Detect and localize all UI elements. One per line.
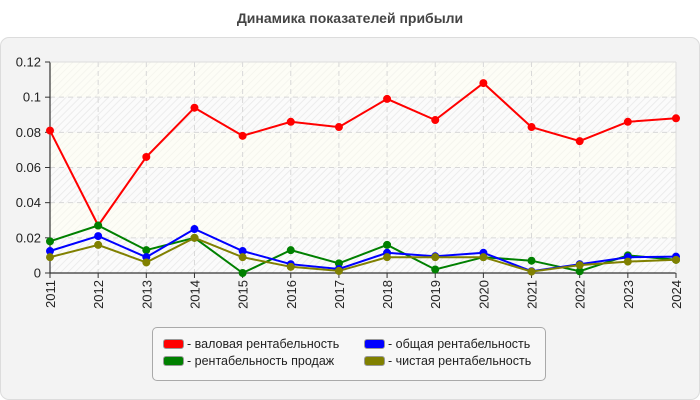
x-tick-label: 2015	[236, 280, 251, 309]
data-point	[94, 221, 103, 230]
legend-item-gross: - валовая рентабельность	[163, 337, 339, 351]
x-tick-label: 2014	[187, 280, 202, 309]
data-point	[94, 232, 103, 241]
y-tick-label: 0.04	[16, 195, 41, 210]
data-point	[46, 126, 54, 135]
data-point	[383, 94, 392, 103]
data-point	[46, 247, 54, 256]
data-point	[286, 246, 295, 255]
y-tick-label: 0	[34, 266, 41, 281]
data-point	[623, 117, 632, 126]
legend: - валовая рентабельность - общая рентабе…	[152, 327, 546, 381]
data-point	[672, 255, 680, 264]
x-tick-label: 2012	[91, 280, 106, 309]
data-point	[238, 131, 247, 140]
data-point	[431, 265, 440, 274]
x-tick-label: 2021	[525, 280, 540, 309]
data-point	[383, 253, 392, 262]
data-point	[238, 247, 247, 256]
data-point	[238, 253, 247, 262]
data-point	[286, 262, 295, 271]
x-tick-label: 2018	[380, 280, 395, 309]
chart-title: Динамика показателей прибыли	[236, 10, 464, 26]
data-point	[190, 233, 199, 242]
data-point	[238, 269, 247, 277]
x-axis-ticks: 2011 2012 2013 2014 2015 2016 2017 2018 2019 2020…	[43, 280, 684, 309]
data-point	[575, 261, 584, 270]
data-point	[479, 253, 488, 262]
series-line	[46, 233, 680, 276]
x-tick-label: 2017	[332, 280, 347, 309]
x-tick-label: 2019	[428, 280, 443, 309]
data-point	[142, 258, 151, 267]
data-point	[672, 114, 680, 123]
y-tick-label: 0.12	[16, 55, 41, 70]
plot-background	[50, 62, 676, 273]
x-tick-label: 2013	[139, 280, 154, 309]
y-tick-label: 0.06	[16, 160, 41, 175]
data-point	[46, 253, 54, 262]
data-point	[383, 240, 392, 249]
data-point	[334, 123, 343, 132]
data-point	[286, 117, 295, 126]
x-tick-label: 2011	[43, 280, 58, 308]
data-point	[334, 266, 343, 275]
data-point	[527, 256, 536, 265]
y-tick-label: 0.1	[23, 90, 41, 105]
data-point	[334, 259, 343, 268]
x-tick-label: 2020	[476, 280, 491, 309]
data-point	[431, 253, 440, 262]
data-point	[575, 267, 584, 276]
y-tick-label: 0.02	[16, 230, 41, 245]
x-tick-label: 2024	[669, 280, 684, 309]
axes	[45, 61, 677, 278]
data-point	[479, 79, 488, 88]
data-point	[94, 240, 103, 249]
legend-item-sales: - рентабельность продаж	[163, 354, 334, 368]
data-point	[431, 116, 440, 125]
data-point	[575, 137, 584, 146]
series-line	[46, 79, 680, 230]
y-axis-ticks: 0 0.02 0.04 0.06 0.08 0.1 0.12	[16, 55, 41, 281]
legend-item-net: - чистая рентабельность	[364, 354, 531, 368]
legend-label: - чистая рентабельность	[388, 354, 532, 368]
legend-label: - рентабельность продаж	[187, 354, 335, 368]
x-tick-label: 2022	[573, 280, 588, 309]
y-tick-label: 0.08	[16, 125, 41, 140]
data-point	[46, 237, 54, 246]
x-tick-label: 2016	[284, 280, 299, 309]
x-tick-label: 2023	[621, 280, 636, 309]
data-series	[46, 79, 680, 277]
data-point	[142, 246, 151, 255]
data-point	[527, 267, 536, 276]
legend-swatch-olive	[364, 356, 385, 366]
legend-label: - общая рентабельность	[388, 337, 531, 351]
data-point	[190, 225, 199, 234]
data-point	[142, 152, 151, 161]
data-point	[623, 257, 632, 266]
legend-swatch-red	[163, 339, 184, 349]
legend-item-total: - общая рентабельность	[364, 337, 530, 351]
data-point	[527, 123, 536, 132]
legend-label: - валовая рентабельность	[187, 337, 340, 351]
data-point	[190, 103, 199, 112]
legend-swatch-blue	[364, 339, 385, 349]
legend-swatch-green	[163, 356, 184, 366]
